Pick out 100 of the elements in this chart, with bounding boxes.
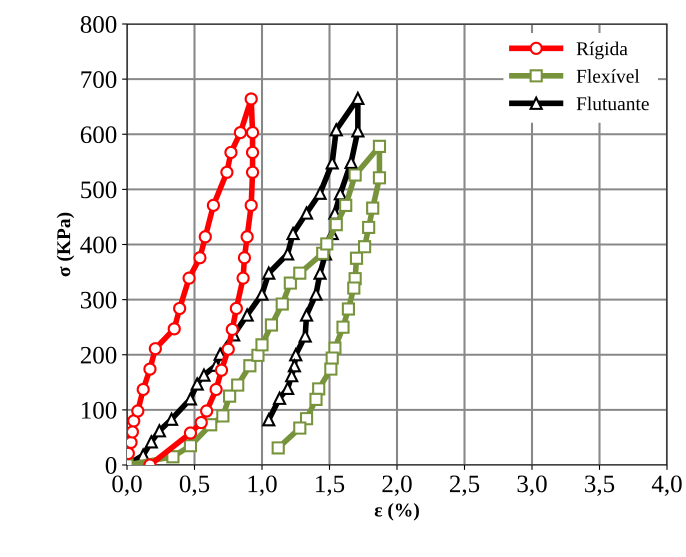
point	[330, 218, 343, 232]
y-tick-label: 200	[80, 346, 116, 364]
point	[220, 166, 234, 179]
point	[351, 92, 364, 106]
point	[210, 382, 223, 396]
point	[309, 392, 323, 406]
point	[244, 92, 258, 106]
point	[313, 186, 327, 200]
point	[284, 276, 297, 290]
x-tick-label: 2,5	[450, 476, 480, 496]
y-axis-title: σ (KPa)	[56, 212, 74, 276]
point	[214, 364, 228, 377]
y-tick-label: 700	[81, 71, 116, 88]
point	[238, 251, 252, 264]
x-tick-label: 1,5	[316, 476, 344, 496]
x-axis-title: ε (%)	[374, 502, 419, 521]
point	[366, 202, 380, 215]
legend-label: Flutuante	[576, 96, 649, 110]
point	[358, 240, 372, 254]
point	[216, 409, 230, 423]
y-tick-label: 300	[80, 292, 116, 309]
point	[230, 302, 243, 316]
x-tick-label: 0,5	[180, 475, 210, 496]
point	[222, 342, 235, 356]
x-tick-label: 1,0	[248, 475, 277, 496]
point	[330, 123, 343, 136]
point	[285, 369, 298, 382]
point	[300, 206, 314, 220]
point	[336, 320, 350, 334]
point	[293, 421, 306, 435]
point	[281, 382, 294, 395]
point	[362, 220, 376, 234]
point	[246, 166, 260, 179]
point	[255, 338, 269, 352]
point	[182, 272, 196, 285]
point	[348, 168, 362, 182]
point	[190, 377, 204, 391]
legend-label: Rígida	[576, 42, 628, 60]
point	[372, 140, 386, 153]
point	[197, 368, 211, 382]
point	[276, 297, 289, 311]
x-tick-label: 2,0	[382, 475, 412, 496]
y-tick-label: 100	[82, 402, 116, 419]
point	[234, 126, 247, 140]
point	[264, 318, 278, 332]
point	[334, 187, 347, 200]
point	[127, 414, 140, 428]
point	[127, 425, 139, 439]
point	[339, 198, 352, 212]
point	[244, 198, 258, 212]
point	[350, 252, 364, 265]
point	[173, 302, 186, 316]
point	[168, 322, 181, 336]
point	[198, 230, 212, 244]
point	[324, 362, 338, 376]
legend-label: Flexível	[576, 69, 640, 83]
point	[136, 382, 150, 396]
point	[231, 378, 244, 392]
point	[236, 272, 250, 285]
point	[289, 348, 302, 362]
point	[223, 389, 236, 403]
y-tick-label: 400	[80, 236, 116, 254]
point	[246, 146, 260, 160]
point	[131, 404, 144, 418]
y-tick-label: 0	[106, 457, 116, 474]
point	[194, 416, 208, 430]
point	[272, 441, 285, 455]
point	[224, 146, 238, 160]
point	[281, 247, 294, 260]
point	[255, 288, 269, 301]
x-tick-label: 3,5	[585, 476, 614, 496]
point	[293, 266, 306, 280]
point	[262, 413, 276, 426]
point	[206, 198, 220, 212]
point	[200, 404, 214, 418]
point	[148, 342, 162, 356]
point	[184, 426, 198, 440]
point	[262, 266, 276, 280]
point	[226, 322, 239, 336]
x-tick-label: 3,0	[518, 475, 547, 496]
point	[193, 251, 206, 264]
point	[240, 230, 254, 244]
point	[342, 302, 355, 316]
x-tick-label: 0,0	[112, 475, 142, 496]
point	[246, 126, 260, 140]
y-tick-label: 600	[80, 126, 116, 144]
point	[184, 439, 198, 452]
point	[272, 392, 286, 405]
point	[166, 450, 180, 464]
point	[144, 435, 158, 448]
point	[243, 359, 256, 372]
point	[286, 226, 300, 240]
y-tick-label: 500	[81, 181, 116, 198]
point	[300, 308, 314, 322]
y-tick-label: 800	[80, 16, 116, 33]
point	[152, 424, 166, 438]
x-tick-label: 4,0	[652, 475, 682, 496]
point	[347, 281, 360, 295]
point	[240, 308, 254, 322]
point	[320, 237, 334, 251]
